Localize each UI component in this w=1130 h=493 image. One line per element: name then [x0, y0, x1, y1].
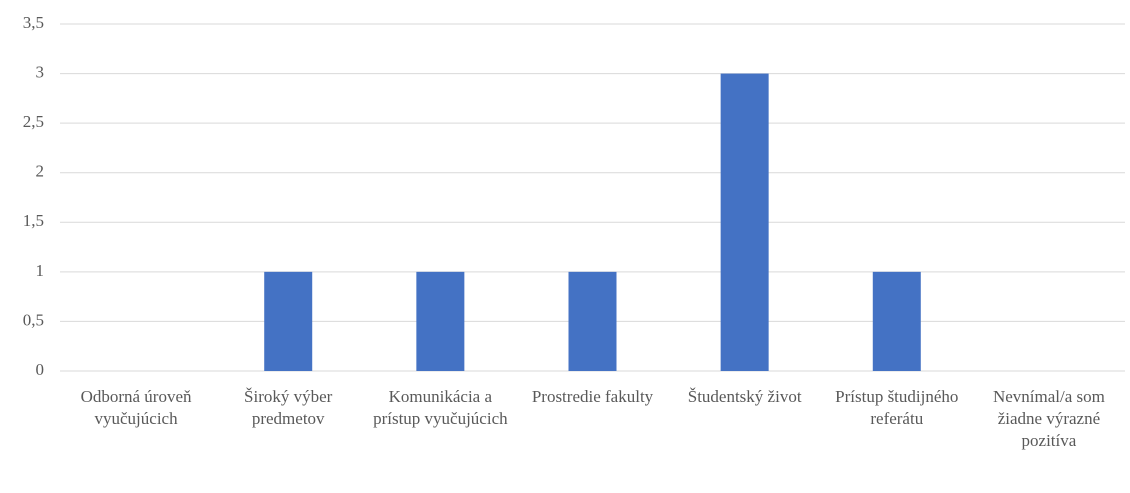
- y-tick-label: 3: [36, 62, 45, 81]
- x-tick-label: Prostredie fakulty: [531, 387, 654, 406]
- x-tick-label: Študentský život: [687, 387, 802, 406]
- y-tick-label: 0: [36, 360, 45, 379]
- y-tick-label: 1: [36, 261, 45, 280]
- bar: [264, 271, 313, 371]
- y-tick-label: 1,5: [23, 211, 44, 230]
- y-tick-label: 3,5: [23, 13, 44, 32]
- x-tick-label: Nevnímal/a som žiadne výrazné pozitíva: [992, 387, 1105, 450]
- bar: [872, 271, 921, 371]
- y-tick-label: 0,5: [23, 310, 44, 329]
- y-tick-label: 2,5: [23, 112, 44, 131]
- bar: [720, 73, 769, 372]
- x-tick-label: Komunikácia a prístup vyučujúcich: [373, 387, 508, 428]
- bar: [416, 271, 465, 371]
- y-tick-label: 2: [36, 162, 45, 181]
- x-tick-label: Široký výber predmetov: [244, 387, 333, 428]
- bar: [568, 271, 617, 371]
- x-tick-label: Odborná úroveň vyučujúcich: [80, 387, 192, 428]
- x-tick-label: Prístup študijného referátu: [835, 387, 959, 428]
